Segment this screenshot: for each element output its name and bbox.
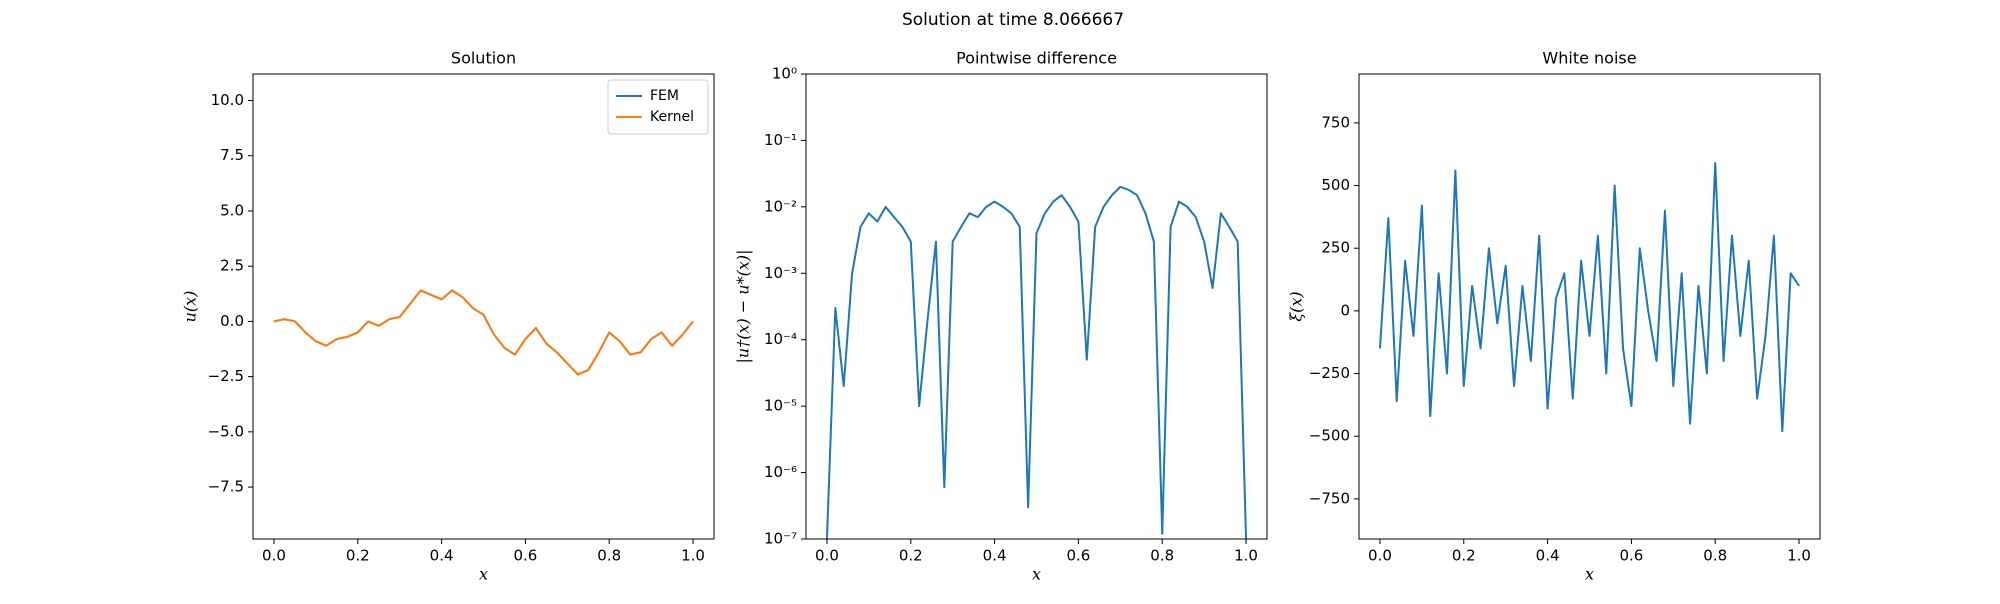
y-tick-label: −2.5: [208, 367, 244, 385]
y-tick-label: 10⁰: [772, 65, 797, 83]
axes-frame: [1358, 73, 1821, 540]
y-tick-label: 10⁻⁷: [764, 530, 797, 548]
x-tick-label: 0.6: [513, 547, 537, 565]
y-tick-label: 500: [1321, 176, 1350, 194]
y-tick-label: −250: [1309, 364, 1350, 382]
y-tick-label: 5.0: [220, 201, 244, 219]
y-tick-label: 2.5: [220, 257, 244, 275]
x-tick-label: 0.2: [899, 547, 923, 565]
y-tick-label: 10.0: [211, 91, 244, 109]
y-tick-label: 0: [1340, 301, 1350, 319]
x-tick-label: 0.0: [815, 547, 839, 565]
x-tick-label: 1.0: [681, 547, 705, 565]
subplot-title: Pointwise difference: [956, 49, 1117, 68]
y-tick-label: 0.0: [220, 312, 244, 330]
y-tick-label: 10⁻¹: [764, 131, 797, 149]
data-line: [1378, 161, 1800, 433]
legend-label: FEM: [650, 88, 679, 104]
y-axis-label: ξ(x): [1287, 291, 1306, 321]
x-tick-label: 0.8: [1150, 547, 1174, 565]
x-axis-label: x: [479, 565, 488, 584]
subplot-title: Solution: [451, 49, 516, 68]
y-axis-label: u(x): [181, 291, 200, 323]
y-tick-label: 250: [1321, 239, 1350, 257]
y-tick-label: 10⁻²: [764, 197, 797, 215]
legend-box: [607, 79, 709, 135]
x-axis-label: x: [1585, 565, 1594, 584]
y-tick-label: 7.5: [220, 146, 244, 164]
y-tick-label: 10⁻⁴: [764, 330, 797, 348]
data-line: [273, 289, 694, 376]
y-tick-label: 10⁻³: [764, 264, 797, 282]
axes-frame: [805, 73, 1268, 540]
x-tick-label: 1.0: [1787, 547, 1811, 565]
subplot-title: White noise: [1542, 49, 1636, 68]
x-tick-label: 0.6: [1066, 547, 1090, 565]
x-axis-label: x: [1032, 565, 1041, 584]
x-tick-label: 0.4: [1536, 547, 1560, 565]
data-line: [273, 289, 694, 376]
y-tick-label: 10⁻⁵: [764, 397, 797, 415]
figure-title: Solution at time 8.066667: [902, 10, 1124, 30]
y-tick-label: −750: [1309, 489, 1350, 507]
legend-label: Kernel: [650, 109, 694, 125]
x-tick-label: 0.2: [346, 547, 370, 565]
x-tick-label: 0.0: [262, 547, 286, 565]
x-tick-label: 0.2: [1452, 547, 1476, 565]
x-tick-label: 0.8: [1703, 547, 1727, 565]
x-tick-label: 0.4: [430, 547, 454, 565]
y-tick-label: −7.5: [208, 478, 244, 496]
x-tick-label: 0.0: [1368, 547, 1392, 565]
y-tick-label: 750: [1321, 113, 1350, 131]
x-tick-label: 0.6: [1619, 547, 1643, 565]
y-tick-label: −5.0: [208, 422, 244, 440]
x-tick-label: 0.8: [597, 547, 621, 565]
axes-frame: [252, 73, 715, 540]
data-line: [825, 185, 1248, 540]
x-tick-label: 0.4: [983, 547, 1007, 565]
y-tick-label: 10⁻⁶: [764, 463, 797, 481]
y-tick-label: −500: [1309, 427, 1350, 445]
x-tick-label: 1.0: [1234, 547, 1258, 565]
y-axis-label: |u†(x) − u*(x)|: [734, 250, 753, 364]
